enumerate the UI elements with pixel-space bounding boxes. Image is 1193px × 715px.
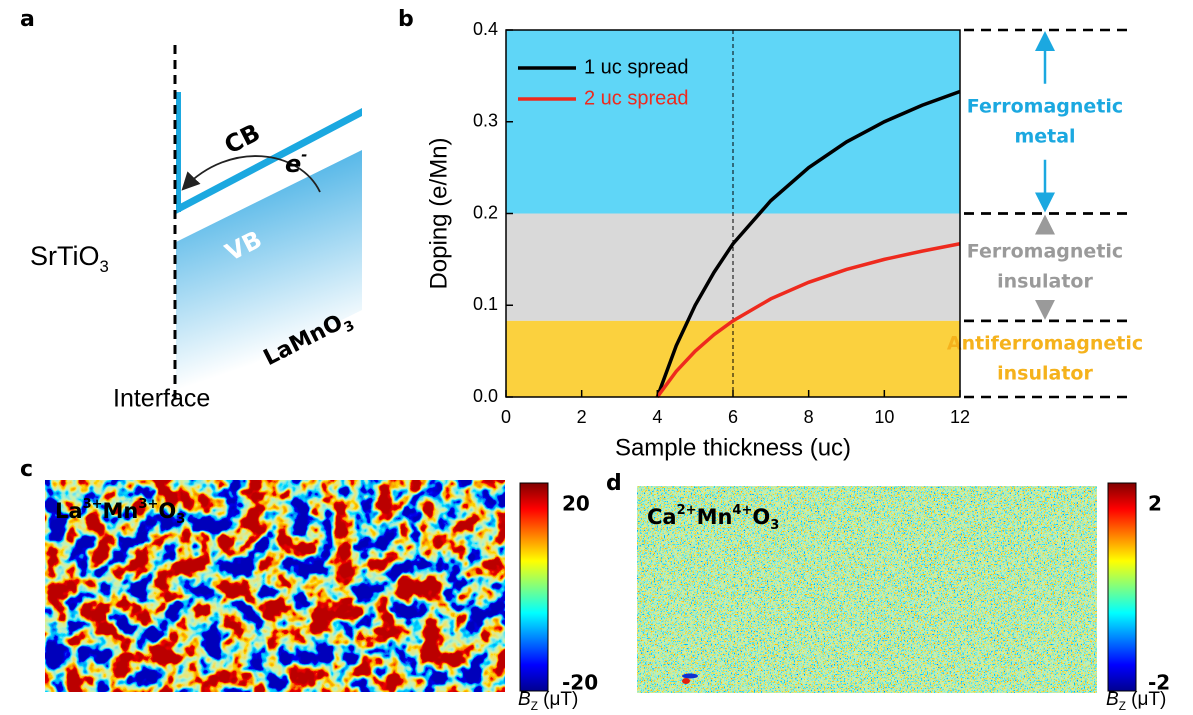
y-tick-label: 0.0 [473, 386, 498, 406]
colorbar-max: 2 [1148, 492, 1162, 516]
band-diagram [173, 45, 362, 402]
field-map [45, 480, 505, 692]
transfer-arrow [181, 155, 321, 193]
map-label-part: 2+ [677, 503, 697, 518]
region-label: Antiferromagnetic [947, 332, 1143, 354]
map-label-part: O [158, 499, 176, 523]
y-tick-label: 0.1 [473, 294, 498, 314]
colorbar-unit: BZ (μT) [518, 689, 578, 713]
cb-label: CB [220, 118, 265, 159]
map-label: La3+Mn3+O3 [55, 497, 185, 527]
x-axis-label: Sample thickness (uc) [615, 434, 851, 461]
series-line [655, 242, 961, 399]
colorbar-unit-part: B [1106, 689, 1119, 710]
panel-label: b [398, 7, 414, 32]
colorbar [1107, 482, 1137, 692]
map-label-part: 3+ [138, 497, 158, 512]
region-label: metal [1014, 125, 1075, 147]
y-tick-label: 0.3 [473, 111, 498, 131]
x-tick-label: 6 [728, 407, 738, 427]
map-label-part: Mn [103, 499, 139, 523]
legend-label: 2 uc spread [584, 87, 689, 109]
map-label-part: O [752, 505, 770, 529]
colorbar-max: 20 [562, 492, 590, 516]
map-label-part: 3 [176, 512, 185, 527]
series-line [655, 89, 961, 398]
y-tick-label: 0.4 [473, 19, 498, 39]
interface-label: Interface [113, 385, 210, 413]
y-tick-label: 0.2 [473, 202, 498, 222]
map-label-part: 4+ [732, 503, 752, 518]
electron-label-part: e [285, 150, 301, 178]
x-tick-label: 4 [652, 407, 662, 427]
map-label-part: Ca [647, 505, 677, 529]
electron-label-part: - [301, 146, 307, 164]
map-label: Ca2+Mn4+O3 [647, 503, 779, 533]
substrate-label: SrTiO3 [30, 241, 109, 276]
region-label: insulator [997, 271, 1093, 293]
dipole-spot [682, 673, 698, 679]
substrate-label-part: SrTiO [30, 241, 100, 271]
x-tick-label: 8 [804, 407, 814, 427]
colorbar-unit-part: Z [531, 700, 538, 713]
x-tick-label: 0 [501, 407, 511, 427]
valence-band [176, 150, 362, 402]
map-label-part: 3+ [83, 497, 103, 512]
colorbar [519, 482, 549, 692]
colorbar-unit-part: (μT) [1126, 689, 1167, 710]
x-tick-label: 2 [577, 407, 587, 427]
region-label: Ferromagnetic [967, 95, 1123, 117]
colorbar-unit-part: (μT) [538, 689, 579, 710]
colorbar-min: -2 [1148, 671, 1170, 695]
x-tick-label: 12 [950, 407, 970, 427]
colorbar-min: -20 [562, 671, 598, 695]
y-axis-label: Doping (e/Mn) [425, 137, 452, 289]
colorbar-unit: BZ (μT) [1106, 689, 1166, 713]
panel-label: c [20, 457, 33, 482]
legend-label: 1 uc spread [584, 56, 689, 78]
electron-label: e- [285, 146, 307, 178]
field-map [637, 486, 1097, 693]
map-label-part: La [55, 499, 83, 523]
panel-label: d [606, 471, 622, 496]
x-tick-label: 10 [874, 407, 894, 427]
region-label: Ferromagnetic [967, 241, 1123, 263]
panel-label: a [20, 7, 35, 32]
map-label-part: Mn [697, 505, 733, 529]
colorbar-unit-part: Z [1119, 700, 1126, 713]
conduction-band-edge [176, 92, 181, 212]
substrate-label-part: 3 [100, 257, 109, 276]
dipole-spot [682, 678, 690, 684]
map-label-part: 3 [770, 518, 779, 533]
colorbar-unit-part: B [518, 689, 531, 710]
conduction-band [176, 108, 362, 214]
region [506, 213, 960, 321]
region-label: insulator [997, 362, 1093, 384]
